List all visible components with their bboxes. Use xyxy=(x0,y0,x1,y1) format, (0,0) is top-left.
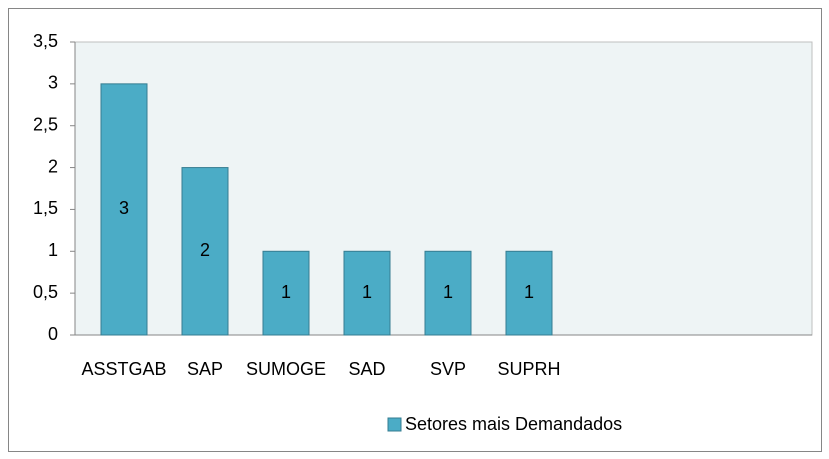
bar xyxy=(181,167,229,336)
y-tick-label: 3,5 xyxy=(33,31,58,51)
data-label: 1 xyxy=(362,282,372,302)
data-label: 3 xyxy=(119,198,129,218)
x-tick-label: SAD xyxy=(348,359,385,379)
y-tick-label: 0 xyxy=(48,324,58,344)
y-tick-label: 0,5 xyxy=(33,282,58,302)
x-tick-label: SUMOGE xyxy=(246,359,326,379)
bar xyxy=(505,250,553,336)
y-tick-label: 3 xyxy=(48,73,58,93)
data-label: 1 xyxy=(281,282,291,302)
data-label: 1 xyxy=(524,282,534,302)
x-tick-label: SUPRH xyxy=(497,359,560,379)
bar xyxy=(100,83,148,336)
bar xyxy=(262,250,310,336)
x-tick-label: ASSTGAB xyxy=(81,359,166,379)
x-tick-label: SAP xyxy=(187,359,223,379)
y-tick-label: 1 xyxy=(48,240,58,260)
data-label: 1 xyxy=(443,282,453,302)
bar xyxy=(424,250,472,336)
y-tick-label: 2 xyxy=(48,156,58,176)
y-tick-label: 2,5 xyxy=(33,114,58,134)
x-tick-label: SVP xyxy=(430,359,466,379)
legend-swatch xyxy=(387,417,402,432)
data-label: 2 xyxy=(200,240,210,260)
legend-label: Setores mais Demandados xyxy=(405,414,622,434)
bar xyxy=(343,250,391,336)
y-tick-label: 1,5 xyxy=(33,198,58,218)
